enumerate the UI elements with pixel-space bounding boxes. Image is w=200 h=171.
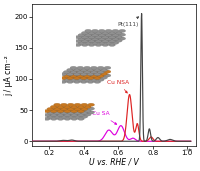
Y-axis label: j / μA cm⁻²: j / μA cm⁻² (4, 55, 13, 96)
Text: Cu NSA: Cu NSA (107, 80, 129, 93)
Text: Cu SA: Cu SA (92, 111, 117, 124)
X-axis label: U vs. RHE / V: U vs. RHE / V (89, 158, 139, 167)
Text: Pt(111): Pt(111) (117, 17, 139, 27)
